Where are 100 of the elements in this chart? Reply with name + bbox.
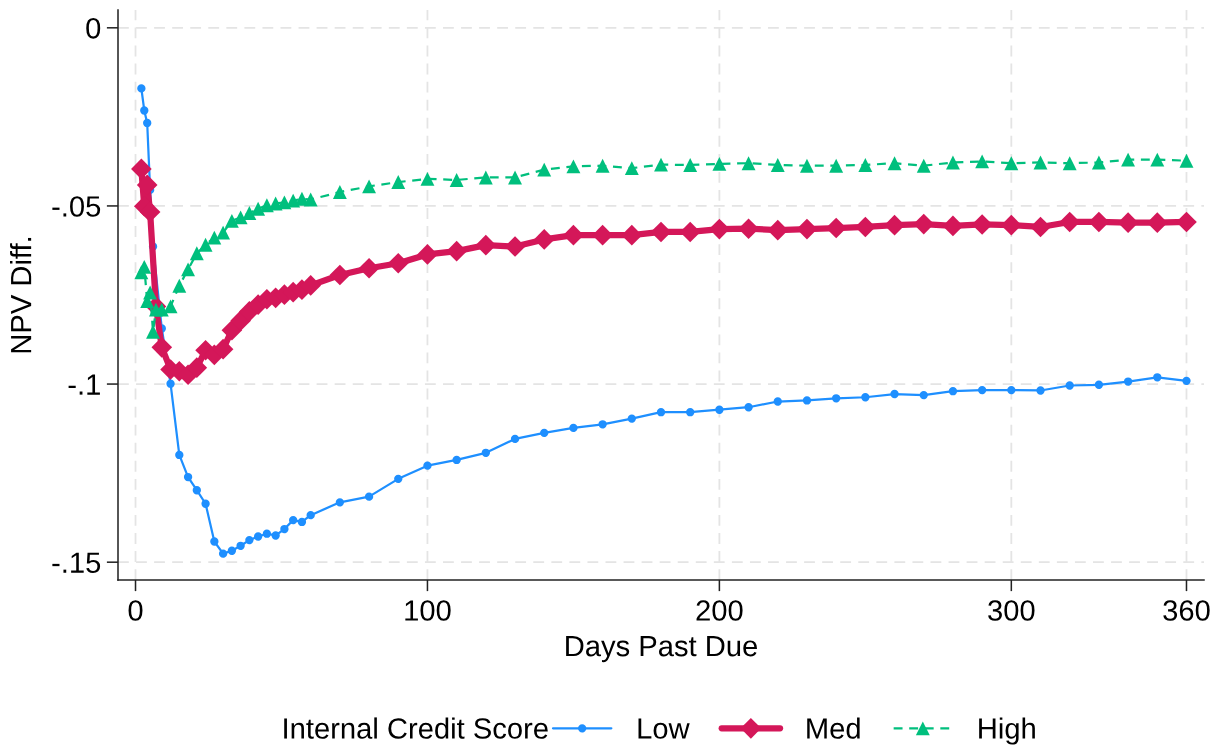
point (143, 118, 152, 128)
point (1094, 380, 1104, 389)
x-tick-label: 100 (405, 600, 451, 621)
point (329, 264, 351, 286)
point (825, 217, 847, 239)
point (942, 215, 964, 237)
point (172, 278, 187, 293)
point (919, 390, 928, 400)
y-tick-label: -.15 (52, 552, 101, 574)
point (306, 511, 315, 520)
point (139, 201, 161, 223)
x-tick-label: 360 (1163, 600, 1210, 621)
point (1091, 155, 1106, 170)
y-tick-label: -.05 (52, 196, 101, 217)
point (1176, 211, 1197, 233)
point (242, 206, 257, 221)
point (540, 428, 549, 438)
y-tick-label: 0 (86, 18, 101, 39)
point (192, 486, 201, 495)
point (1004, 156, 1019, 171)
point (1153, 373, 1162, 382)
point (236, 541, 245, 550)
point (977, 385, 987, 395)
point (1030, 216, 1051, 238)
point (189, 246, 204, 261)
point (624, 161, 639, 176)
point (890, 389, 899, 399)
point (186, 357, 208, 378)
point (201, 499, 210, 508)
point (712, 156, 727, 171)
point (140, 106, 149, 115)
point (245, 535, 254, 545)
point (1001, 214, 1022, 236)
point (166, 379, 175, 388)
point (1121, 152, 1136, 167)
point (262, 529, 272, 538)
point (1182, 376, 1191, 386)
point (335, 498, 345, 507)
y-axis-title: NPV Diff. (10, 237, 32, 353)
point (475, 234, 497, 256)
point (1179, 153, 1194, 168)
point (233, 210, 248, 225)
point (709, 218, 730, 240)
point (510, 434, 520, 444)
point (1036, 386, 1045, 395)
point (210, 537, 219, 546)
point (861, 393, 870, 402)
point (280, 524, 289, 534)
point (563, 224, 584, 246)
point (686, 408, 695, 417)
point (224, 213, 239, 228)
point (831, 394, 841, 403)
point (683, 158, 698, 172)
point (621, 224, 643, 246)
point (975, 154, 990, 169)
point (198, 237, 213, 252)
point (592, 224, 613, 246)
point (948, 387, 958, 396)
point (417, 244, 438, 265)
point (181, 262, 196, 277)
point (362, 179, 377, 194)
point (796, 218, 818, 240)
point (332, 185, 347, 199)
legend-label: Low (638, 718, 690, 739)
point (251, 201, 266, 216)
point (1123, 377, 1133, 386)
point (288, 515, 298, 525)
x-tick-label: 0 (128, 600, 143, 621)
legend-title: Internal Credit Score (284, 717, 548, 739)
point (143, 285, 158, 300)
point (971, 214, 993, 235)
y-tick-label: -.1 (68, 374, 100, 395)
legend-label: Med (807, 717, 860, 739)
point (650, 221, 672, 243)
point (715, 405, 724, 414)
point (303, 192, 318, 207)
point (654, 157, 668, 172)
point (253, 532, 263, 541)
point (773, 397, 782, 406)
point (1007, 385, 1016, 395)
point (452, 455, 461, 465)
point (802, 396, 812, 405)
point (175, 450, 184, 460)
point (741, 156, 756, 171)
point (446, 240, 467, 262)
point (508, 170, 522, 185)
point (131, 158, 152, 180)
point (855, 216, 876, 238)
point (286, 193, 301, 208)
legend-label: High (979, 717, 1035, 745)
point (744, 403, 753, 412)
x-tick-label: 200 (696, 600, 743, 621)
point (656, 408, 666, 417)
point (207, 230, 222, 245)
point (916, 158, 931, 173)
point (1065, 381, 1074, 390)
point (569, 423, 578, 433)
point (449, 172, 464, 187)
point (391, 175, 406, 190)
point (767, 219, 789, 241)
